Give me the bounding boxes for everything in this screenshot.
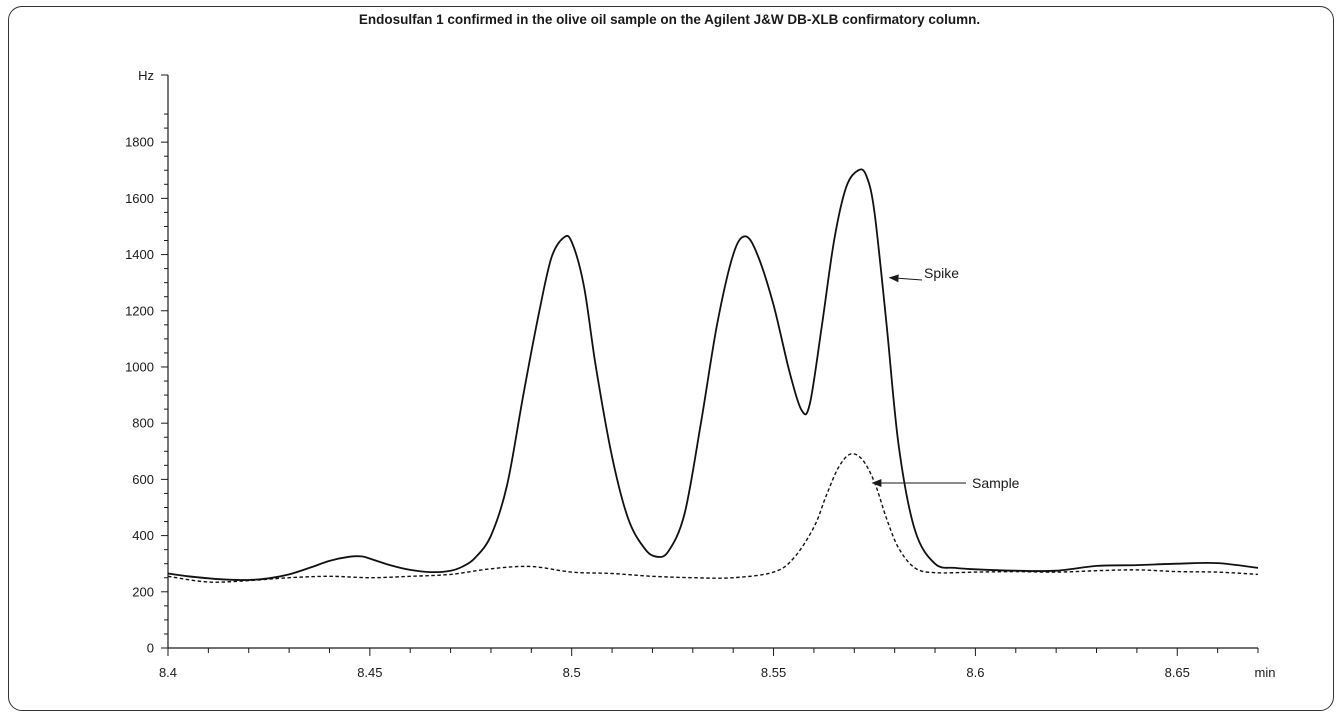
y-tick-label: 1800 [125, 135, 154, 150]
y-tick-label: 200 [132, 584, 154, 599]
y-tick-label: 1400 [125, 247, 154, 262]
y-tick-label: 0 [147, 641, 154, 656]
x-tick-label: 8.5 [563, 665, 581, 680]
axes: Hz min [138, 68, 1275, 680]
chart-frame [8, 6, 1334, 711]
series-layer [167, 168, 1259, 583]
y-tick-label: 1200 [125, 303, 154, 318]
chart-title: Endosulfan 1 confirmed in the olive oil … [358, 12, 981, 27]
y-tick-label: 600 [132, 472, 154, 487]
y-tick-label: 1600 [125, 191, 154, 206]
y-tick-label: 1000 [125, 359, 154, 374]
y-tick-label: 400 [132, 528, 154, 543]
x-tick-label: 8.4 [159, 665, 177, 680]
x-tick-label: 8.55 [761, 665, 786, 680]
x-tick-label: 8.65 [1165, 665, 1190, 680]
y-axis-ticks: 0 200 400 600 800 1000 1200 1400 1600 1800 [125, 113, 168, 656]
series-line-spike [167, 168, 1259, 581]
annotations-layer: Spike Sample [871, 265, 1020, 491]
spike-arrow [888, 274, 923, 283]
sample-annotation: Sample [972, 475, 1020, 491]
x-axis-ticks: 8.4 8.45 8.5 8.55 8.6 8.65 [159, 648, 1259, 680]
y-axis-label: Hz [138, 68, 154, 83]
x-tick-label: 8.6 [966, 665, 984, 680]
x-tick-label: 8.45 [357, 665, 382, 680]
y-tick-label: 800 [132, 416, 154, 431]
x-axis-label: min [1255, 665, 1276, 680]
series-line-sample [167, 453, 1259, 583]
spike-annotation: Spike [924, 265, 959, 281]
